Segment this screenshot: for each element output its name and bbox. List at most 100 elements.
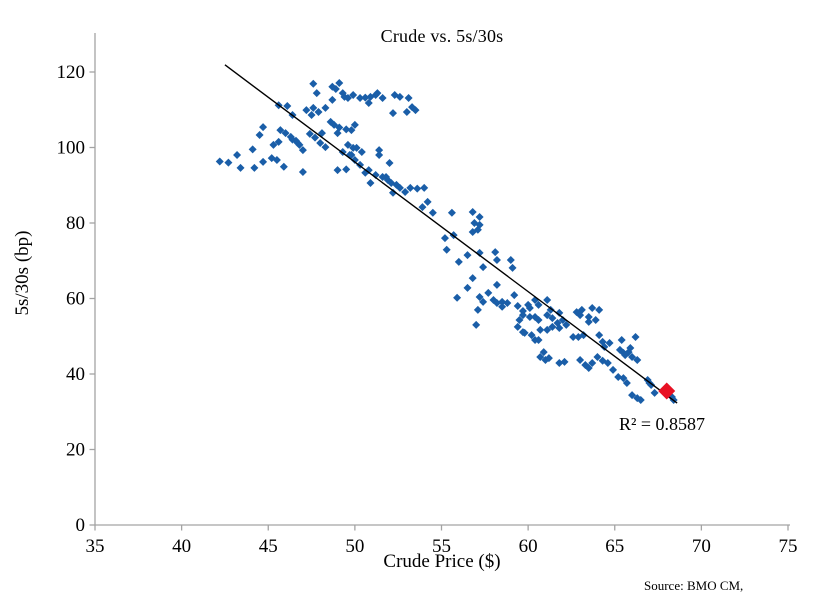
data-point (626, 343, 635, 352)
data-point (636, 396, 645, 405)
data-point (560, 357, 569, 366)
data-point (492, 255, 501, 264)
data-point (543, 311, 552, 320)
data-point (330, 120, 339, 129)
data-point (479, 263, 488, 272)
data-point (388, 188, 397, 197)
data-point (335, 78, 344, 87)
y-axis-title: 5s/30s (bp) (12, 230, 33, 316)
data-point (468, 274, 477, 283)
data-point (423, 197, 432, 206)
data-point (356, 94, 365, 103)
y-tick-label: 120 (57, 62, 86, 83)
data-point (453, 293, 462, 302)
data-point (555, 359, 564, 368)
data-point (534, 300, 543, 309)
data-point (577, 305, 586, 314)
data-point (333, 166, 342, 175)
data-point (259, 123, 268, 132)
data-point (395, 92, 404, 101)
data-point (475, 212, 484, 221)
data-point (548, 314, 557, 323)
data-point (342, 125, 351, 134)
data-point (454, 257, 463, 266)
data-point (539, 348, 548, 357)
data-point (316, 138, 325, 147)
data-point (364, 166, 373, 175)
data-point (364, 98, 373, 107)
data-point (475, 220, 484, 229)
data-point (428, 208, 437, 217)
data-point (295, 140, 304, 149)
data-point (525, 312, 534, 321)
data-point (350, 155, 359, 164)
data-point (536, 325, 545, 334)
data-point (558, 316, 567, 325)
x-tick-label: 60 (519, 536, 538, 557)
data-point (614, 373, 623, 382)
data-point (309, 79, 318, 88)
data-point (347, 126, 356, 135)
data-point (349, 91, 358, 100)
data-point (447, 208, 456, 217)
highlight-point (658, 382, 676, 400)
data-point (513, 322, 522, 331)
x-tick-label: 40 (172, 536, 191, 557)
data-point (595, 305, 604, 314)
data-point (321, 143, 330, 152)
data-point (248, 145, 257, 154)
data-point (543, 325, 552, 334)
data-point (600, 342, 609, 351)
data-point (361, 93, 370, 102)
data-point (595, 331, 604, 340)
data-point (274, 137, 283, 146)
data-point (584, 312, 593, 321)
data-point (388, 109, 397, 118)
data-point (491, 248, 500, 257)
x-axis-title: Crude Price ($) (383, 551, 501, 572)
data-point (375, 146, 384, 155)
data-point (312, 89, 321, 98)
data-point (342, 165, 351, 174)
y-tick-label: 0 (76, 515, 86, 536)
data-point (498, 297, 507, 306)
data-point (343, 94, 352, 103)
data-point (395, 183, 404, 192)
data-point (269, 140, 278, 149)
data-point (276, 126, 285, 135)
data-point (605, 339, 614, 348)
data-point (534, 316, 543, 325)
y-tick-label: 20 (66, 440, 85, 461)
x-tick-label: 50 (345, 536, 364, 557)
y-tick-label: 100 (57, 138, 86, 159)
data-point (385, 158, 394, 167)
data-point (609, 365, 618, 374)
data-point (314, 108, 323, 117)
data-point (518, 328, 527, 337)
data-point (631, 333, 640, 342)
data-point (525, 303, 534, 312)
data-point (513, 302, 522, 311)
data-point (406, 183, 415, 192)
data-point (298, 168, 307, 177)
data-point (603, 359, 612, 368)
data-point (250, 163, 259, 172)
data-point (628, 391, 637, 400)
r-squared-annotation: R² = 0.8587 (619, 414, 706, 434)
data-point (518, 306, 527, 315)
data-point (527, 331, 536, 340)
data-point (352, 143, 361, 152)
data-point (650, 388, 659, 397)
data-point (418, 203, 427, 212)
data-point (548, 322, 557, 331)
data-point (506, 255, 515, 264)
data-point (233, 151, 242, 160)
data-point (335, 123, 344, 132)
data-point (484, 288, 493, 297)
data-point (366, 178, 375, 187)
trend-line (224, 64, 678, 404)
data-point (584, 317, 593, 326)
x-tick-label: 75 (779, 536, 798, 557)
data-point (413, 184, 422, 193)
data-point (309, 103, 318, 112)
